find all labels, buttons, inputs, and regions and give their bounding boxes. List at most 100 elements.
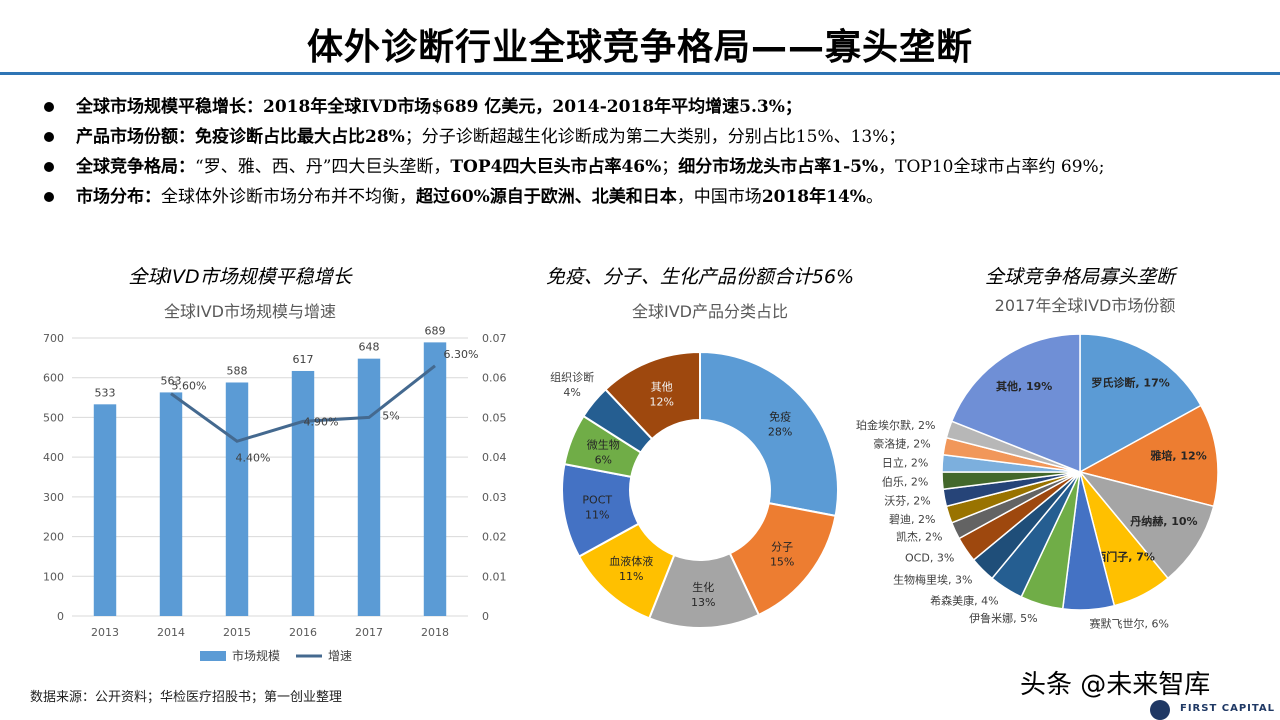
pie-slice-label: 雅培, 12%	[1150, 449, 1206, 463]
line-value-label: 5%	[382, 409, 399, 422]
y-tick-label: 500	[43, 411, 64, 424]
legend-line-label: 增速	[328, 649, 352, 663]
donut-slice-value: 13%	[691, 596, 715, 609]
pie-slice-label: 西门子, 7%	[1095, 550, 1155, 564]
logo-seal-icon	[1150, 700, 1170, 720]
donut-slice-name: 免疫	[769, 410, 791, 424]
bullet-dot-icon	[44, 162, 54, 172]
x-tick-label: 2017	[355, 626, 383, 639]
bar	[225, 382, 249, 616]
legend-bar-swatch	[200, 651, 226, 661]
bullet-strong: TOP4四大巨头市占率46%	[450, 157, 662, 177]
bullet-competition: 全球竞争格局：“罗、雅、西、丹”四大巨头垄断，TOP4四大巨头市占率46%；细分…	[44, 152, 1244, 182]
bullet-strong: 细分市场龙头市占率1-5%	[678, 157, 879, 177]
pie-slice	[1079, 333, 1202, 474]
watermark: 头条 @未来智库	[1020, 670, 1211, 700]
y2-tick-label: 0.02	[482, 531, 507, 544]
bullet-text: ，TOP10全球市占率约 69%;	[878, 157, 1105, 177]
bullet-product-share: 产品市场份额：免疫诊断占比最大占比28%；分子诊断超越生化诊断成为第二大类别，分…	[44, 122, 1244, 152]
line-value-label: 6.30%	[444, 348, 479, 361]
bullet-text: 。	[865, 187, 883, 207]
donut-slice	[604, 350, 701, 441]
donut-slice-name: 其他	[651, 380, 673, 393]
bar	[159, 392, 183, 616]
donut-slice-value: 28%	[768, 426, 792, 439]
bullet-dot-icon	[44, 132, 54, 142]
y2-tick-label: 0	[482, 610, 489, 623]
donut-slice-name: 微生物	[587, 438, 620, 452]
bar-chart-title: 全球IVD市场规模与增速	[164, 302, 336, 321]
pie-slice-label: 赛默飞世尔, 6%	[1090, 617, 1169, 631]
y2-tick-label: 0.04	[482, 451, 507, 464]
y-tick-label: 0	[57, 610, 64, 623]
donut-slice-name: 分子	[771, 541, 793, 554]
pie-slice-label: 豪洛捷, 2%	[873, 437, 930, 451]
bullet-list: 全球市场规模平稳增长：2018年全球IVD市场$689 亿美元，2014-201…	[44, 92, 1244, 212]
pie-slice	[1077, 404, 1219, 508]
pie-slice-label: 日立, 2%	[882, 455, 928, 469]
pie-slice-label: 罗氏诊断, 17%	[1091, 375, 1169, 389]
pie-slice-label: OCD, 3%	[905, 551, 954, 564]
pie-slice-label: 生物梅里埃, 3%	[893, 572, 972, 586]
bullet-text: ；分子诊断超越生化诊断成为第二大类别，分别占比15%、13%；	[404, 127, 906, 147]
y-tick-label: 300	[43, 491, 64, 504]
donut-slice-name: 生化	[692, 580, 714, 594]
y-tick-label: 400	[43, 451, 64, 464]
bar-value-label: 533	[95, 386, 116, 399]
right-panel-title: 全球竞争格局寡头垄断	[984, 266, 1175, 288]
donut-slice-value: 12%	[649, 395, 673, 408]
growth-line	[170, 364, 436, 443]
pie-slice	[1077, 470, 1215, 580]
share-pie-title: 2017年全球IVD市场份额	[994, 296, 1176, 315]
pie-slice-label: 凯杰, 2%	[896, 531, 942, 544]
bar	[423, 342, 447, 616]
pie-slice-label: 丹纳赫, 10%	[1130, 514, 1197, 528]
bar	[291, 370, 315, 616]
y-tick-label: 600	[43, 372, 64, 385]
left-panel-title: 全球IVD市场规模平稳增长	[128, 266, 352, 288]
bullet-text: “罗、雅、西、丹”四大巨头垄断，	[195, 157, 451, 177]
donut-slice-name: 血液体液	[609, 554, 653, 568]
donut-slice-value: 6%	[595, 454, 612, 467]
bar-value-label: 617	[293, 353, 314, 366]
line-value-label: 4.90%	[304, 415, 339, 428]
bullet-text: ；	[661, 157, 679, 177]
y-tick-label: 200	[43, 531, 64, 544]
x-tick-label: 2016	[289, 626, 317, 639]
page-title: 体外诊断行业全球竞争格局——寡头垄断	[306, 27, 973, 68]
pie-slice-label: 珀金埃尔默, 2%	[856, 418, 935, 432]
data-source-note: 数据来源：公开资料；华检医疗招股书；第一创业整理	[30, 690, 343, 705]
bar	[357, 358, 381, 616]
bullet-label: 产品市场份额：	[76, 127, 195, 147]
pie-slice-label: 伯乐, 2%	[882, 475, 928, 489]
legend-bar-label: 市场规模	[232, 648, 280, 663]
ivd-product-donut-chart: 免疫 28% 分子 15% 生化 13% 血液体液 11% POCT 11% 微生物 6% 组织诊断 4%…	[550, 350, 839, 629]
pie-slice-label: 其他, 19%	[996, 379, 1052, 393]
bar-value-label: 689	[425, 324, 446, 337]
bar-value-label: 588	[227, 364, 248, 377]
y2-tick-label: 0.03	[482, 491, 507, 504]
donut-slice-value: 15%	[770, 556, 794, 569]
donut-slice-value: 11%	[619, 570, 643, 583]
x-tick-label: 2014	[157, 626, 185, 639]
pie-slice	[950, 333, 1081, 474]
donut-slice-value: 4%	[563, 386, 580, 399]
mid-panel-title: 免疫、分子、生化产品份额合计56%	[545, 266, 855, 288]
bullet-market-size: 全球市场规模平稳增长：2018年全球IVD市场$689 亿美元，2014-201…	[44, 92, 1244, 122]
bar-value-label: 648	[359, 341, 380, 354]
bullet-label: 市场分布：	[76, 187, 161, 207]
line-value-label: 5.60%	[172, 380, 207, 393]
y2-tick-label: 0.01	[482, 570, 507, 583]
pie-slice-label: 希森美康, 4%	[930, 593, 998, 607]
bullet-strong: 免疫诊断占比最大占比28%	[195, 127, 405, 147]
donut-slice	[699, 350, 839, 518]
y2-tick-label: 0.05	[482, 411, 507, 424]
bullet-distribution: 市场分布：全球体外诊断市场分布并不均衡，超过60%源自于欧洲、北美和日本，中国市…	[44, 182, 1244, 212]
ivd-market-bar-chart: 0 100 200 300 400 500 600 700 0 0.01 0.02 0.03 0.04 0…	[43, 324, 507, 663]
donut-chart-title: 全球IVD产品分类占比	[632, 302, 788, 321]
line-value-label: 4.40%	[236, 451, 271, 464]
ivd-share-pie-chart: 罗氏诊断, 17% 雅培, 12% 丹纳赫, 10% 西门子, 7% 赛默飞世尔, 6%…	[856, 333, 1219, 631]
bullet-strong: 2018年14%	[761, 187, 866, 207]
pie-slice-label: 伊鲁米娜, 5%	[969, 611, 1037, 625]
bullet-dot-icon	[44, 192, 54, 202]
